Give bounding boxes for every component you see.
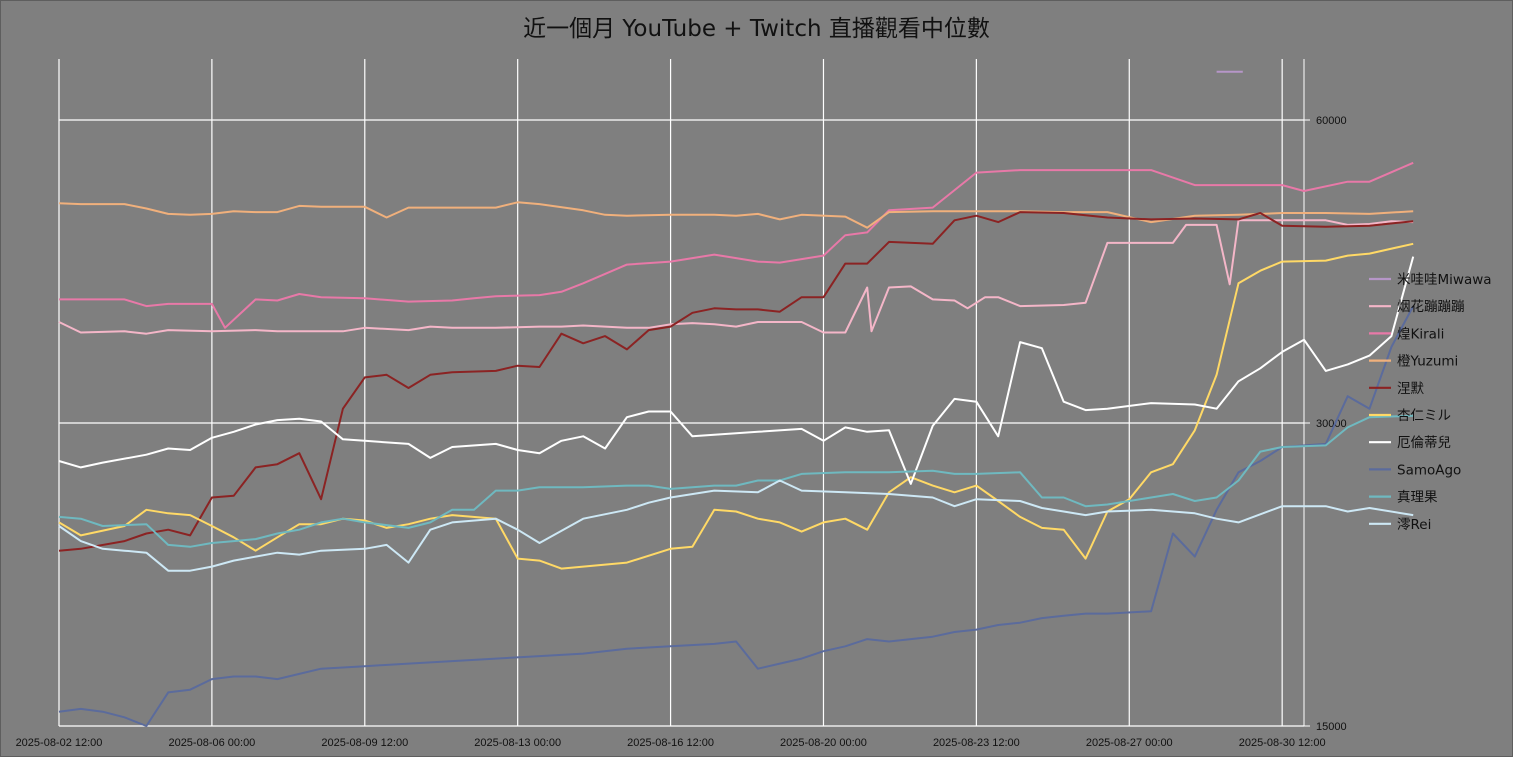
series-line-8: [58, 414, 1414, 548]
series-line-2: [59, 161, 1414, 329]
x-tick-label: 2025-08-20 00:00: [780, 737, 867, 749]
series-line-6: [58, 256, 1415, 485]
legend-label: 真理果: [1397, 490, 1438, 506]
x-tick-label: 2025-08-27 00:00: [1086, 737, 1173, 749]
y-tick-label: 30000: [1316, 418, 1347, 430]
legend-label: 涅默: [1397, 381, 1425, 397]
x-tick-label: 2025-08-16 12:00: [627, 737, 714, 749]
grid-lines: [58, 59, 1310, 727]
x-tick-label: 2025-08-02 12:00: [16, 737, 103, 749]
y-axis-ticks: 15000 30000 60000: [1316, 115, 1347, 733]
series-lines: [58, 70, 1415, 727]
series-line-1: [58, 219, 1414, 335]
x-tick-label: 2025-08-13 00:00: [474, 737, 561, 749]
series-line-5: [58, 242, 1414, 570]
series-line-4: [58, 211, 1414, 552]
legend-label: 厄倫蒂兒: [1397, 435, 1451, 451]
series-line-3: [58, 201, 1414, 229]
chart-title: 近一個月 YouTube + Twitch 直播觀看中位數: [523, 16, 990, 42]
x-axis-ticks: 2025-08-02 12:00 2025-08-06 00:00 2025-08-…: [16, 737, 1326, 749]
legend-label: 煌Kirali: [1397, 326, 1444, 342]
y-tick-label: 15000: [1316, 721, 1347, 733]
x-tick-label: 2025-08-23 12:00: [933, 737, 1020, 749]
legend-label: 米哇哇Miwawa: [1397, 272, 1492, 288]
y-tick-label: 60000: [1316, 115, 1347, 127]
x-tick-label: 2025-08-06 00:00: [168, 737, 255, 749]
series-line-9: [58, 479, 1414, 572]
x-tick-label: 2025-08-30 12:00: [1239, 737, 1326, 749]
series-line-7: [58, 305, 1415, 727]
legend-label: 澪Rei: [1397, 517, 1431, 533]
legend-label: 烟花蹦蹦蹦: [1397, 299, 1465, 315]
legend-label: SamoAgo: [1397, 462, 1461, 478]
legend-label: 杏仁ミル: [1397, 408, 1451, 424]
x-tick-label: 2025-08-09 12:00: [321, 737, 408, 749]
legend-label: 橙Yuzumi: [1397, 354, 1458, 370]
